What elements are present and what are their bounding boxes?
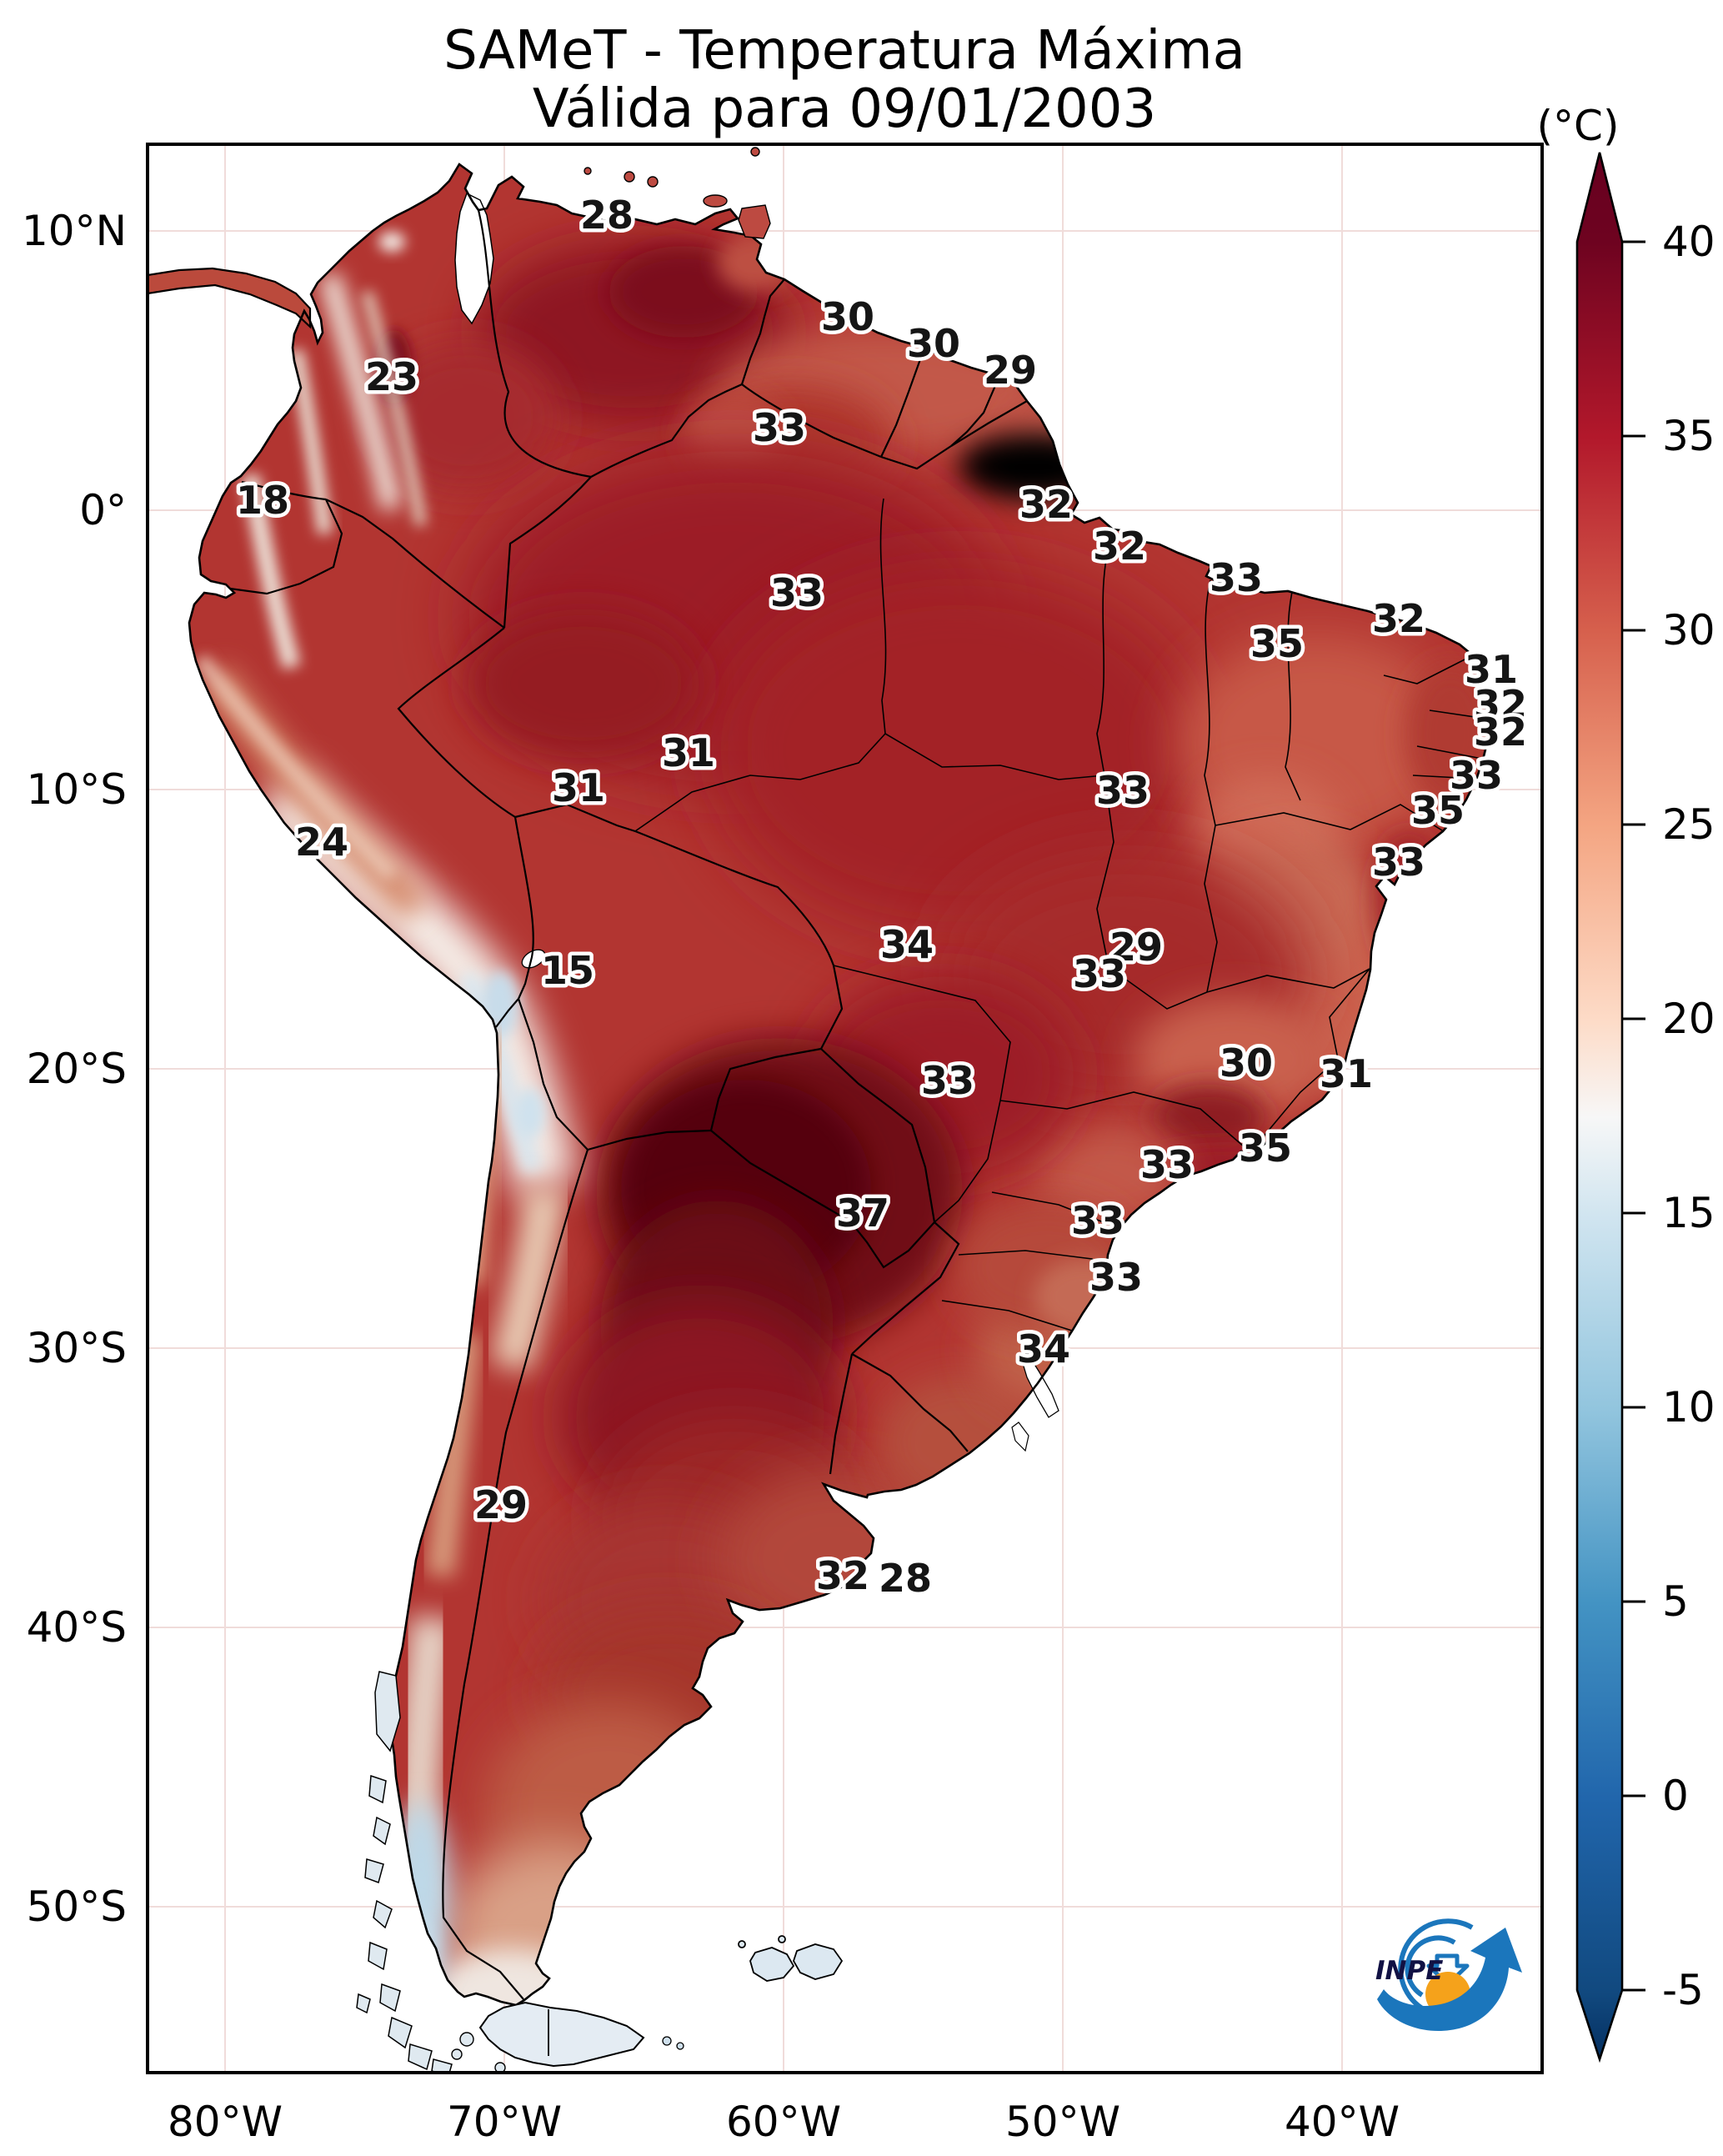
latitude-axis-labels: 10°N 0° 10°S 20°S 30°S 40°S 50°S — [22, 207, 127, 1931]
temperature-label: 15 — [541, 948, 594, 993]
temperature-label: 33 — [1071, 1198, 1124, 1243]
lake-maracaibo — [454, 192, 494, 325]
temperature-label: 33 — [753, 405, 806, 450]
latitude-tick-label: 50°S — [27, 1883, 127, 1931]
temperature-label: 33 — [1372, 840, 1425, 885]
colorbar-tick-label: 25 — [1662, 800, 1715, 849]
falkland-islands — [738, 1935, 844, 1982]
temperature-label: 35 — [1411, 788, 1465, 833]
temperature-label: 29 — [1109, 925, 1163, 970]
temperature-label: 35 — [1239, 1126, 1292, 1171]
colorbar: (°C) 40 35 30 25 20 15 10 5 0 -5 — [1537, 102, 1715, 2063]
country-borders — [229, 209, 1028, 2000]
temperature-label: 32 — [816, 1553, 869, 1598]
temperature-label: 28 — [879, 1556, 932, 1601]
temperature-label: 33 — [1210, 555, 1263, 600]
temperature-label: 35 — [1250, 621, 1304, 666]
temperature-label: 31 — [552, 765, 605, 810]
fjord-islands — [356, 1671, 453, 2073]
colorbar-tick-label: 20 — [1662, 995, 1715, 1043]
south-america-landmass — [148, 147, 1490, 2073]
latitude-tick-label: 0° — [79, 486, 127, 534]
colorbar-tick-label: 5 — [1662, 1577, 1689, 1626]
state-borders — [634, 498, 1487, 1331]
longitude-tick-label: 40°W — [1285, 2098, 1400, 2146]
temperature-label: 33 — [1140, 1142, 1194, 1187]
colorbar-unit-label: (°C) — [1537, 102, 1620, 150]
temperature-label: 31 — [662, 730, 715, 775]
latitude-tick-label: 20°S — [27, 1045, 127, 1093]
temperature-label: 31 — [1320, 1051, 1373, 1096]
temperature-label: 33 — [1450, 753, 1503, 798]
colorbar-tick-label: -5 — [1662, 1966, 1704, 2014]
temperature-label: 33 — [1089, 1255, 1143, 1300]
latitude-tick-label: 40°S — [27, 1603, 127, 1652]
temperature-label: 31 — [1465, 647, 1518, 692]
inpe-logo-text: INPE — [1375, 1956, 1443, 1986]
colorbar-ticks: 40 35 30 25 20 15 10 5 0 -5 — [1622, 218, 1715, 2014]
temperature-label: 29 — [474, 1482, 528, 1527]
longitude-tick-label: 70°W — [447, 2098, 562, 2146]
map-frame — [146, 143, 1544, 2074]
temperature-label: 29 — [984, 348, 1037, 393]
colorbar-tick-label: 0 — [1662, 1772, 1689, 1820]
temperature-label: 23 — [365, 354, 418, 399]
longitude-tick-label: 60°W — [726, 2098, 841, 2146]
inpe-logo: INPE — [1375, 1918, 1522, 2032]
colorbar-tick-label: 30 — [1662, 606, 1715, 654]
latitude-tick-label: 30°S — [27, 1324, 127, 1372]
lagoa-mirim — [1011, 1421, 1029, 1452]
temperature-label: 37 — [836, 1191, 889, 1236]
colorbar-tick-label: 35 — [1662, 412, 1715, 460]
temperature-label: 30 — [907, 321, 960, 366]
trinidad-island — [738, 204, 771, 239]
colorbar-tick-label: 15 — [1662, 1189, 1715, 1237]
colorbar-tick-label: 10 — [1662, 1383, 1715, 1431]
map-title-line1: SAMeT - Temperatura Máxima — [443, 20, 1245, 82]
temperature-label: 32 — [1019, 482, 1073, 527]
chiloe-island — [374, 1671, 401, 1752]
longitude-tick-label: 50°W — [1005, 2098, 1120, 2146]
temperature-label: 34 — [880, 922, 934, 967]
longitude-tick-label: 80°W — [168, 2098, 283, 2146]
temperature-label: 32 — [1474, 682, 1527, 727]
temperature-label: 33 — [1096, 768, 1150, 813]
temperature-label: 32 — [1372, 596, 1425, 641]
temperature-label: 24 — [295, 820, 348, 865]
temperature-label: 28 — [580, 193, 634, 238]
tierra-del-fuego — [451, 2001, 684, 2073]
temperature-label: 33 — [921, 1058, 974, 1103]
temperature-label: 33 — [1073, 951, 1126, 996]
longitude-axis-labels: 80°W 70°W 60°W 50°W 40°W — [168, 2098, 1400, 2146]
lakes — [454, 192, 1059, 1452]
temperature-label: 30 — [821, 294, 874, 339]
temperature-label: 33 — [770, 570, 824, 615]
map-title-line2: Válida para 09/01/2003 — [533, 78, 1156, 140]
temperature-label: 32 — [1474, 709, 1527, 755]
lake-titicaca — [521, 949, 546, 969]
temperature-label: 18 — [236, 478, 289, 523]
latitude-tick-label: 10°S — [27, 765, 127, 814]
temperature-label: 32 — [1093, 524, 1146, 569]
temperature-label: 34 — [1017, 1326, 1070, 1371]
temperature-label: 30 — [1220, 1040, 1273, 1086]
inpe-logo-inner-orbit — [1405, 1935, 1456, 1998]
lagoa-dos-patos — [1021, 1351, 1059, 1418]
caribbean-islands — [584, 147, 771, 239]
inpe-logo-swoosh-arrow — [1377, 1928, 1522, 2032]
colorbar-tick-label: 40 — [1662, 218, 1715, 266]
latitude-tick-label: 10°N — [22, 207, 127, 255]
colorbar-gradient-bar — [1575, 152, 1624, 2063]
